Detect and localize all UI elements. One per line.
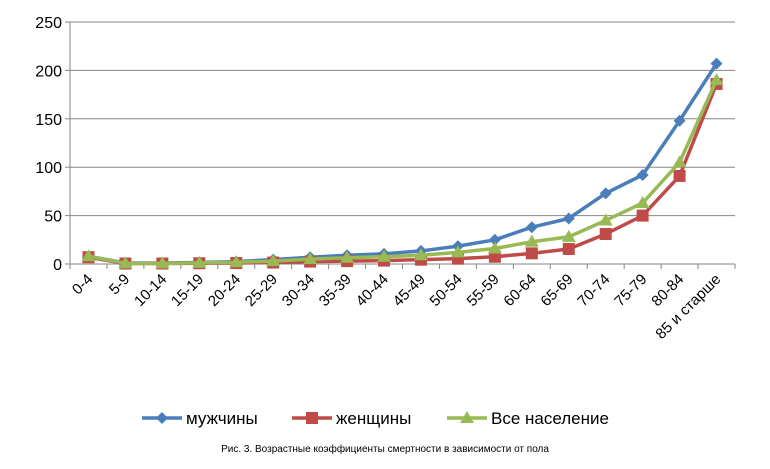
y-tick-label: 50	[44, 209, 62, 226]
series-line	[88, 62, 718, 265]
series-diamond	[82, 57, 723, 270]
data-point	[340, 250, 355, 263]
legend-item: женщины	[292, 409, 411, 428]
data-point	[192, 255, 207, 268]
data-point	[155, 256, 170, 269]
x-tick-label: 75-79	[611, 271, 650, 310]
data-point	[562, 212, 575, 225]
data-point	[377, 249, 392, 262]
data-point	[81, 249, 96, 262]
data-point	[488, 233, 501, 246]
data-point	[636, 209, 649, 222]
series-line	[88, 79, 719, 266]
data-point	[598, 213, 613, 226]
x-axis-tick-labels: 0-4 5-910-1415-1920-2425-2930-3435-3940-4…	[69, 271, 724, 343]
x-tick-label: 70-74	[574, 271, 613, 310]
legend: мужчины женщины Все население	[142, 409, 609, 428]
x-tick-label: 0-4	[69, 271, 96, 298]
data-point	[599, 187, 612, 200]
legend-item: мужчины	[142, 409, 258, 428]
gridlines	[70, 21, 735, 217]
y-tick-label: 0	[53, 257, 62, 274]
data-point	[413, 248, 428, 261]
series-triangle	[81, 73, 724, 269]
series-line	[88, 83, 719, 266]
legend-marker	[460, 411, 474, 423]
data-point	[524, 234, 539, 247]
x-tick-label: 55-59	[464, 271, 503, 310]
y-tick-label: 150	[35, 112, 62, 129]
x-tick-label: 30-34	[279, 271, 318, 310]
data-point	[488, 250, 501, 263]
legend-item: Все население	[447, 409, 609, 428]
data-point	[709, 73, 724, 86]
x-tick-label: 20-24	[205, 271, 244, 310]
x-tick-label: 65-69	[537, 271, 576, 310]
figure-caption: Рис. 3. Возрастные коэффициенты смертнос…	[221, 444, 549, 455]
data-point	[303, 252, 318, 265]
data-point	[562, 242, 575, 255]
data-point	[525, 247, 538, 260]
series-lines	[81, 57, 724, 270]
data-point	[599, 227, 612, 240]
y-tick-label: 250	[35, 15, 62, 32]
x-tick-label: 35-39	[316, 271, 355, 310]
data-point	[635, 196, 650, 209]
x-tick-label: 60-64	[500, 271, 539, 310]
data-point	[673, 114, 686, 127]
legend-label: женщины	[336, 409, 411, 428]
data-point	[673, 169, 686, 182]
x-tick-label: 40-44	[353, 271, 392, 310]
data-point	[450, 245, 465, 258]
legend-marker	[156, 412, 168, 424]
data-point	[266, 254, 281, 267]
data-point	[525, 221, 538, 234]
y-axis-tick-labels: 0 50 100 150 200 250	[35, 15, 62, 274]
x-tick-label: 15-19	[168, 271, 207, 310]
legend-label: мужчины	[186, 409, 258, 428]
legend-label: Все население	[491, 409, 609, 428]
series-square	[82, 77, 723, 270]
data-point	[229, 255, 244, 268]
x-tick-label: 25-29	[242, 271, 281, 310]
data-point	[118, 256, 133, 269]
data-point	[672, 155, 687, 168]
x-tick-label: 5-9	[106, 271, 133, 298]
y-tick-label: 200	[35, 63, 62, 80]
x-tick-label: 45-49	[390, 271, 429, 310]
data-point	[710, 57, 723, 70]
legend-marker	[306, 412, 318, 424]
x-tick-label: 50-54	[427, 271, 466, 310]
data-point	[487, 241, 502, 254]
data-point	[636, 168, 649, 181]
y-tick-label: 100	[35, 160, 62, 177]
axes	[65, 21, 736, 269]
x-tick-label: 10-14	[131, 271, 170, 310]
data-point	[561, 229, 576, 242]
